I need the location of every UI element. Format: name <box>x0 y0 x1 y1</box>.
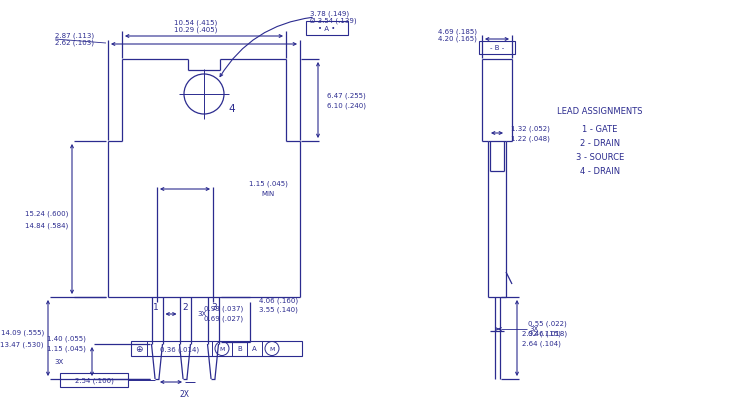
Text: 0.55 (.022): 0.55 (.022) <box>528 320 567 326</box>
Bar <box>306 22 348 36</box>
Text: 2.92 (.115): 2.92 (.115) <box>522 330 561 337</box>
Text: 10.54 (.415): 10.54 (.415) <box>174 20 217 26</box>
Text: 13.47 (.530): 13.47 (.530) <box>1 341 44 347</box>
Text: 3X: 3X <box>55 359 64 364</box>
Text: 3X: 3X <box>197 310 206 316</box>
Bar <box>131 341 302 356</box>
Text: M: M <box>269 346 274 351</box>
Text: LEAD ASSIGNMENTS: LEAD ASSIGNMENTS <box>557 107 643 116</box>
Text: Ø 3.54 (.139): Ø 3.54 (.139) <box>310 18 357 24</box>
Text: 4.69 (.185): 4.69 (.185) <box>438 29 477 35</box>
Text: 3 - SOURCE: 3 - SOURCE <box>576 153 624 162</box>
Text: 2.64 (.104): 2.64 (.104) <box>522 340 561 346</box>
Text: ⊕: ⊕ <box>135 344 142 353</box>
Text: 6.47 (.255): 6.47 (.255) <box>327 92 366 99</box>
Text: 2 - DRAIN: 2 - DRAIN <box>580 139 620 148</box>
Text: 1.15 (.045): 1.15 (.045) <box>47 345 86 351</box>
Text: 1.32 (.052): 1.32 (.052) <box>511 126 550 132</box>
Text: 4.20 (.165): 4.20 (.165) <box>438 36 477 42</box>
Text: 0.36 (.014): 0.36 (.014) <box>160 346 199 352</box>
Text: 6.10 (.240): 6.10 (.240) <box>327 103 366 109</box>
Text: 14.84 (.584): 14.84 (.584) <box>25 222 68 229</box>
Text: 3.78 (.149): 3.78 (.149) <box>310 11 349 17</box>
Bar <box>60 373 128 387</box>
Text: 0.69 (.027): 0.69 (.027) <box>204 315 243 321</box>
Text: 3.55 (.140): 3.55 (.140) <box>260 306 298 312</box>
Text: 1 - GATE: 1 - GATE <box>582 125 618 134</box>
Text: 1.40 (.055): 1.40 (.055) <box>47 335 86 342</box>
Text: M: M <box>219 346 225 351</box>
Text: 4 - DRAIN: 4 - DRAIN <box>580 167 620 176</box>
Bar <box>479 42 515 55</box>
Text: 3: 3 <box>211 303 217 312</box>
Text: 0.93 (.037): 0.93 (.037) <box>204 305 243 312</box>
Text: - B -: - B - <box>490 45 504 52</box>
Text: 15.24 (.600): 15.24 (.600) <box>25 210 68 217</box>
Text: 10.29 (.405): 10.29 (.405) <box>174 27 217 33</box>
Text: 2.54 (.100): 2.54 (.100) <box>74 377 113 383</box>
Text: A: A <box>252 346 257 352</box>
Text: 4.06 (.160): 4.06 (.160) <box>259 297 298 303</box>
Text: 0.46 (.018): 0.46 (.018) <box>528 330 567 337</box>
Text: 3X: 3X <box>529 325 538 331</box>
Text: 2: 2 <box>182 303 188 312</box>
Text: MIN: MIN <box>261 191 274 196</box>
Text: • A •: • A • <box>318 26 336 32</box>
Text: 2.87 (.113): 2.87 (.113) <box>55 33 94 39</box>
Text: B: B <box>237 346 242 352</box>
Text: 4: 4 <box>229 104 236 114</box>
Text: 1: 1 <box>153 303 159 312</box>
Text: 1.22 (.048): 1.22 (.048) <box>511 135 550 142</box>
Text: 1.15 (.045): 1.15 (.045) <box>248 180 287 187</box>
Text: 14.09 (.555): 14.09 (.555) <box>1 329 44 335</box>
Text: 2.62 (.103): 2.62 (.103) <box>55 40 94 46</box>
Text: 2X: 2X <box>180 389 190 398</box>
